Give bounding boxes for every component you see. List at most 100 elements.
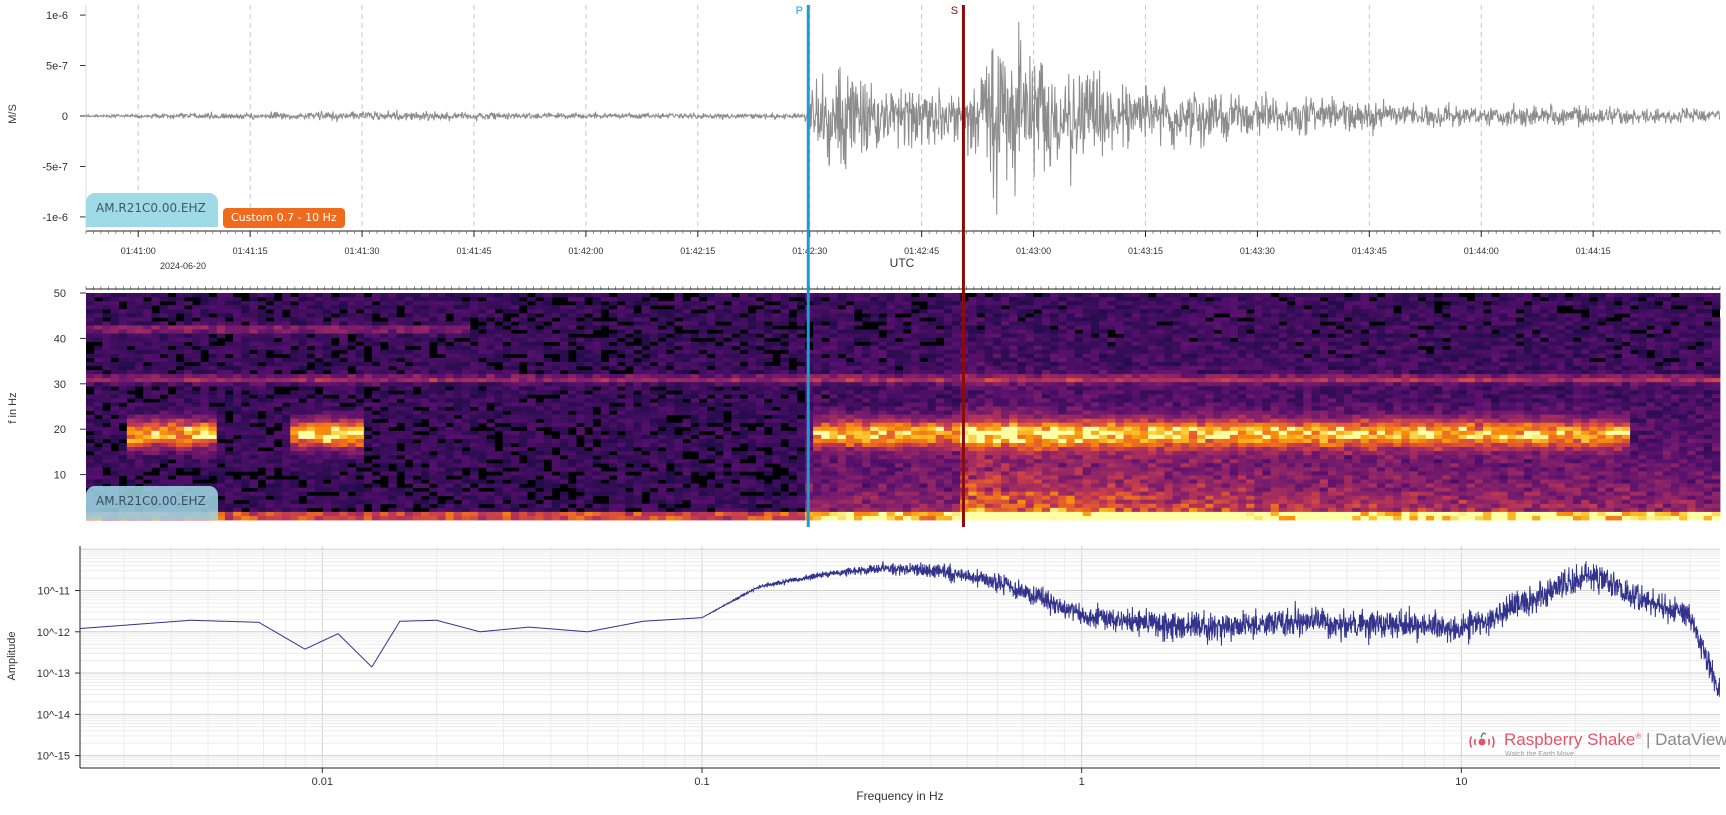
spectrogram-cell [568, 415, 577, 419]
spectrogram-cell [625, 419, 634, 423]
spectrogram-cell [388, 479, 397, 483]
spectrogram-cell [135, 325, 144, 329]
spectrogram-cell [364, 317, 373, 321]
spectrogram-cell [86, 362, 95, 366]
spectrogram-cell [511, 382, 520, 386]
spectrogram-cell [821, 492, 830, 496]
spectrogram-cell [470, 370, 479, 374]
spectrogram-cell [527, 459, 536, 463]
spectrogram-cell [617, 366, 626, 370]
spectrogram-cell [143, 309, 152, 313]
spectrogram-cell [658, 342, 667, 346]
spectrogram-cell [519, 350, 528, 354]
spectrogram-cell [258, 488, 267, 492]
spectrogram-cell [331, 305, 340, 309]
spectrogram-cell [372, 492, 381, 496]
spectrogram-cell [94, 334, 103, 338]
spectrogram-cell [307, 419, 316, 423]
spectrogram-cell [544, 492, 553, 496]
spectrogram-cell [617, 305, 626, 309]
spectrogram-cell [111, 366, 120, 370]
spectrogram-cell [650, 358, 659, 362]
spectrogram-cell [764, 467, 773, 471]
spectrogram-cell [846, 451, 855, 455]
spectrogram-cell [405, 443, 414, 447]
spectrogram-cell [445, 427, 454, 431]
spectrogram-cell [723, 297, 732, 301]
spectrogram-cell [838, 419, 847, 423]
spectrogram-cell [151, 402, 160, 406]
spectrogram-cell [731, 463, 740, 467]
spectrogram-cell [829, 301, 838, 305]
spectrogram-cell [535, 463, 544, 467]
spectrogram-cell [642, 338, 651, 342]
spectrogram-cell [609, 374, 618, 378]
spectrogram-cell [421, 366, 430, 370]
spectrogram-cell [797, 467, 806, 471]
spectrogram-cell [298, 317, 307, 321]
spectrogram-cell [495, 419, 504, 423]
spectrogram-cell [405, 402, 414, 406]
spectrogram-cell [544, 301, 553, 305]
spectrogram-cell [560, 321, 569, 325]
spectrogram-cell [339, 329, 348, 333]
spectrogram-cell [707, 297, 716, 301]
spectrogram-cell [200, 386, 209, 390]
spectrogram-cell [535, 484, 544, 488]
spectrogram-cell [111, 479, 120, 483]
spectrogram-cell [429, 382, 438, 386]
spectrogram-cell [462, 370, 471, 374]
spectrogram-cell [405, 407, 414, 411]
spectrogram-cell [396, 508, 405, 512]
spectrogram-cell [396, 492, 405, 496]
spectrogram-cell [217, 325, 226, 329]
spectrogram-cell [756, 411, 765, 415]
spectrogram-cell [396, 342, 405, 346]
spectrogram-cell [829, 305, 838, 309]
spectrogram-cell [470, 334, 479, 338]
spectrogram-cell [429, 407, 438, 411]
spectrogram-cell [160, 313, 169, 317]
spectrogram-cell [691, 427, 700, 431]
spectrogram-cell [674, 354, 683, 358]
spectrogram-cell [315, 325, 324, 329]
spectrogram-cell [495, 317, 504, 321]
spectrogram-cell [748, 338, 757, 342]
spectrogram-cell [478, 439, 487, 443]
spectrogram-cell [119, 297, 128, 301]
spectrogram-cell [241, 415, 250, 419]
spectrogram-cell [119, 325, 128, 329]
spectrogram-cell [699, 321, 708, 325]
spectrogram-cell [707, 443, 716, 447]
spectrogram-cell [388, 455, 397, 459]
spectrogram-cell [192, 374, 201, 378]
spectrogram-cell [568, 439, 577, 443]
spectrogram-cell [331, 325, 340, 329]
spectrogram-cell [437, 297, 446, 301]
spectrogram-cell [94, 329, 103, 333]
spectrogram-cell [135, 366, 144, 370]
spectrogram-cell [396, 346, 405, 350]
spectrogram-cell [445, 382, 454, 386]
spectrogram-cell [274, 398, 283, 402]
spectrogram-cell [315, 350, 324, 354]
spectrogram-cell [511, 390, 520, 394]
spectrogram-cell [413, 378, 422, 382]
spectrogram-cell [364, 366, 373, 370]
spectrogram-cell [119, 394, 128, 398]
spectrogram-cell [127, 427, 136, 431]
spectrogram-cell [846, 313, 855, 317]
spectrogram-cell [421, 467, 430, 471]
spectrogram-cell [601, 427, 610, 431]
spectrogram-cell [829, 484, 838, 488]
spectrogram-cell [650, 325, 659, 329]
spectrogram-cell [495, 342, 504, 346]
spectrogram-cell [331, 431, 340, 435]
spectrogram-cell [511, 447, 520, 451]
spectrogram-cell [707, 512, 716, 516]
spectrogram-cell [282, 463, 291, 467]
spectrogram-cell [282, 516, 291, 520]
spectrogram-cell [429, 297, 438, 301]
spectrogram-cell [691, 378, 700, 382]
spectrogram-cell [339, 435, 348, 439]
